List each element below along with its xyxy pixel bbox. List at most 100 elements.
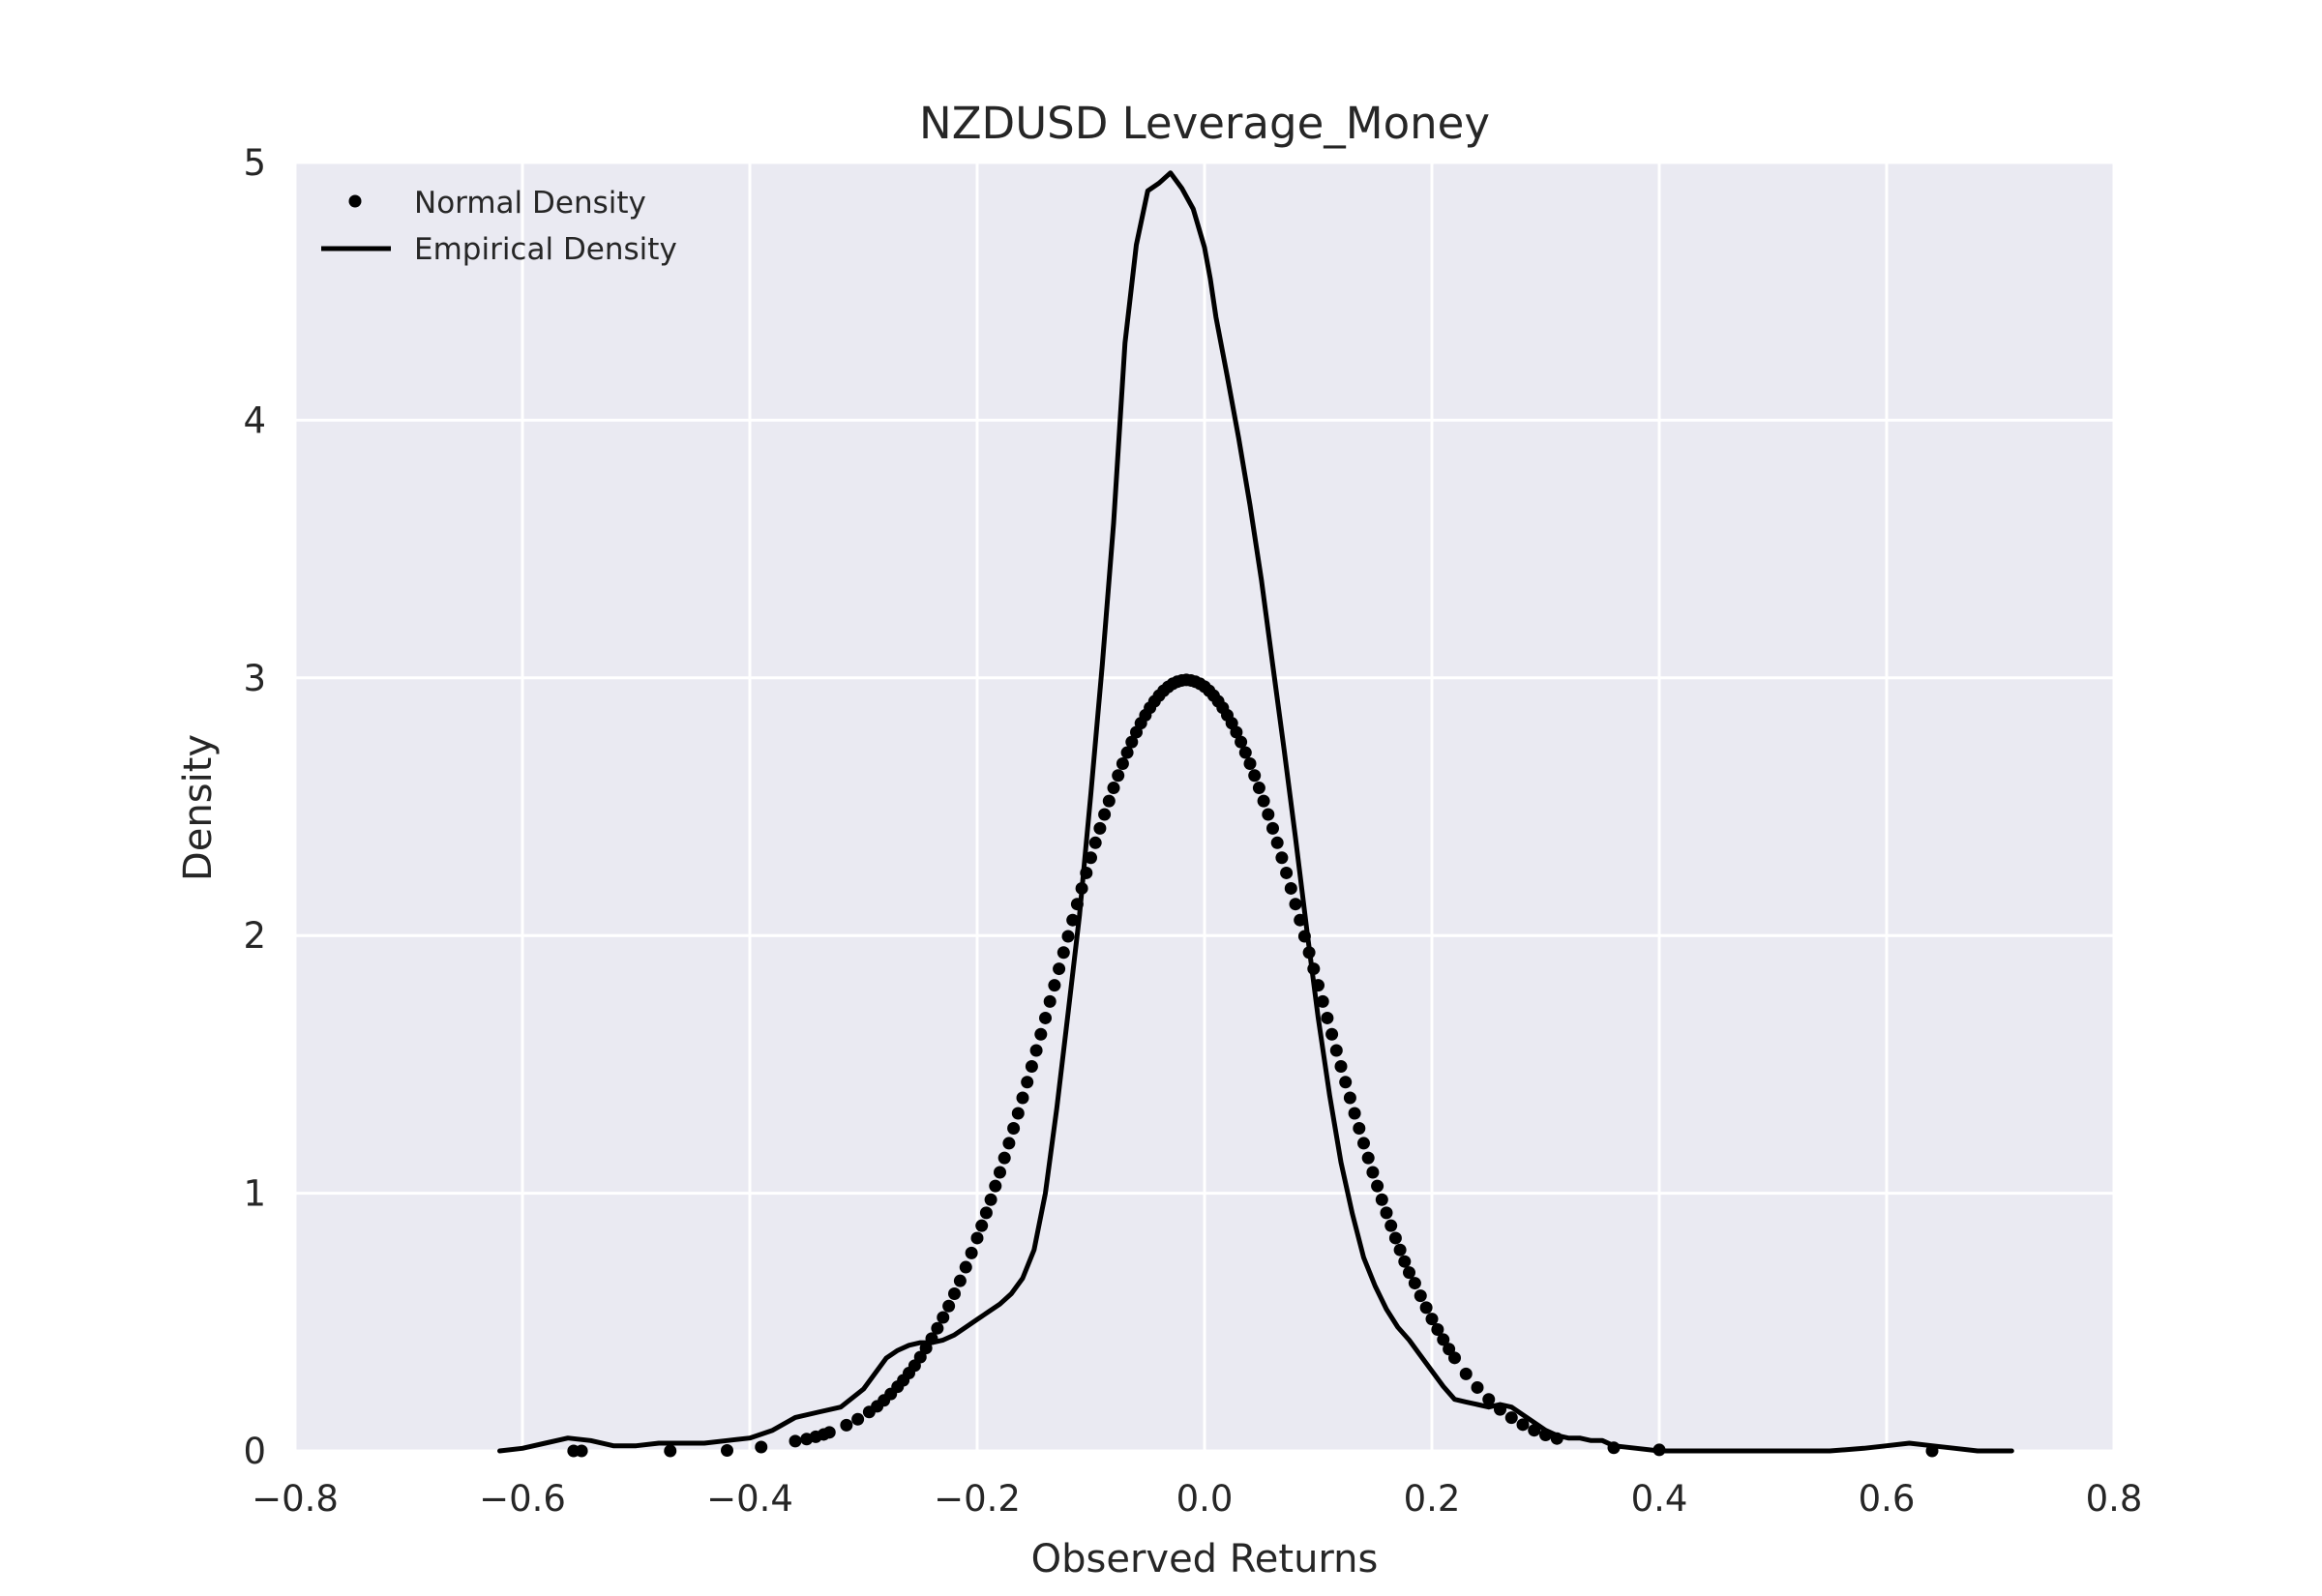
data-point <box>1448 1351 1461 1365</box>
y-tick-label: 0 <box>243 1431 266 1472</box>
data-point <box>1102 794 1116 808</box>
data-point <box>1348 1107 1361 1120</box>
data-point <box>789 1434 802 1448</box>
data-point <box>1039 1011 1052 1024</box>
data-point <box>1275 851 1289 865</box>
data-point <box>1098 808 1112 821</box>
data-point <box>937 1311 950 1324</box>
data-point <box>1107 782 1120 795</box>
series-layer <box>497 170 2014 1458</box>
data-point <box>1235 735 1248 749</box>
data-point <box>1371 1179 1384 1193</box>
data-point <box>1414 1289 1427 1303</box>
data-point <box>1011 1107 1025 1120</box>
data-point <box>1048 979 1061 992</box>
data-point <box>989 1179 1002 1193</box>
chart-title: NZDUSD Leverage_Money <box>919 98 1490 149</box>
y-tick-label: 2 <box>243 915 266 957</box>
data-point <box>664 1444 677 1458</box>
y-tick-label: 5 <box>243 142 266 184</box>
data-point <box>1257 794 1270 808</box>
data-point <box>851 1412 865 1426</box>
x-tick-label: 0.6 <box>1859 1478 1916 1520</box>
data-point <box>1120 746 1134 759</box>
data-point <box>1093 821 1107 835</box>
data-point <box>959 1260 972 1274</box>
data-point <box>1112 769 1125 783</box>
data-point <box>822 1426 836 1439</box>
data-point <box>975 1219 989 1232</box>
data-point <box>1088 836 1102 849</box>
data-point <box>1437 1333 1450 1346</box>
data-point <box>1025 1060 1038 1074</box>
data-point <box>1230 725 1243 739</box>
data-point <box>1419 1301 1433 1315</box>
data-point <box>1375 1193 1388 1206</box>
x-tick-label: 0.2 <box>1404 1478 1461 1520</box>
data-point <box>1125 735 1139 749</box>
data-point <box>840 1418 853 1432</box>
data-point <box>1366 1166 1380 1179</box>
x-tick-label: −0.8 <box>252 1478 339 1520</box>
data-point <box>1238 746 1252 759</box>
data-point <box>1248 769 1262 783</box>
y-axis-label: Density <box>176 734 221 881</box>
data-point <box>1061 930 1075 943</box>
x-tick-label: −0.4 <box>706 1478 793 1520</box>
data-point <box>1431 1323 1444 1337</box>
data-point <box>979 1206 993 1220</box>
data-point <box>1357 1137 1370 1150</box>
data-point <box>942 1299 956 1313</box>
data-point <box>1280 866 1294 879</box>
data-point <box>1270 836 1284 849</box>
data-point <box>997 1151 1011 1165</box>
data-point <box>1482 1393 1496 1406</box>
data-point <box>1471 1380 1484 1394</box>
y-tick-label: 3 <box>243 658 266 699</box>
data-point <box>1388 1231 1402 1245</box>
data-point <box>1334 1060 1348 1074</box>
data-point <box>1262 808 1275 821</box>
data-point <box>913 1350 927 1364</box>
data-point <box>1504 1411 1518 1425</box>
data-point <box>1398 1255 1412 1268</box>
series-line-empirical-density <box>497 170 2014 1454</box>
data-point <box>1289 898 1302 911</box>
legend: Normal Density Empirical Density <box>321 186 677 267</box>
data-point <box>1425 1313 1439 1326</box>
tick-labels: −0.8 −0.6 −0.4 −0.2 0.0 0.2 0.4 0.6 0.8 0 1 2 3 4 5 <box>243 142 2142 1520</box>
legend-marker-normal-density <box>348 194 362 208</box>
data-point <box>1243 757 1257 771</box>
data-point <box>1403 1266 1415 1280</box>
data-point <box>1380 1206 1393 1220</box>
data-point <box>1408 1277 1421 1290</box>
data-point <box>994 1166 1006 1179</box>
data-point <box>1329 1044 1343 1057</box>
data-point <box>965 1246 978 1259</box>
data-point <box>1007 1121 1021 1135</box>
data-point <box>1459 1367 1473 1380</box>
series-normal-density <box>567 673 1939 1458</box>
data-point <box>1085 851 1097 865</box>
data-point <box>1252 782 1265 795</box>
data-point <box>1384 1219 1398 1232</box>
data-point <box>1116 757 1129 771</box>
data-point <box>1516 1418 1530 1432</box>
data-point <box>1284 881 1297 895</box>
data-point <box>1393 1243 1407 1256</box>
data-point <box>575 1444 588 1458</box>
legend-label-empirical-density: Empirical Density <box>414 232 677 267</box>
data-point <box>1266 821 1279 835</box>
data-point <box>755 1440 768 1454</box>
data-point <box>953 1274 967 1287</box>
x-tick-label: −0.2 <box>934 1478 1021 1520</box>
data-point <box>1343 1091 1356 1105</box>
data-point <box>1353 1121 1366 1135</box>
legend-label-normal-density: Normal Density <box>414 186 646 221</box>
data-point <box>1053 962 1066 976</box>
data-point <box>1029 1044 1043 1057</box>
data-point <box>984 1193 997 1206</box>
x-tick-label: 0.0 <box>1176 1478 1234 1520</box>
x-axis-label: Observed Returns <box>1031 1537 1379 1581</box>
